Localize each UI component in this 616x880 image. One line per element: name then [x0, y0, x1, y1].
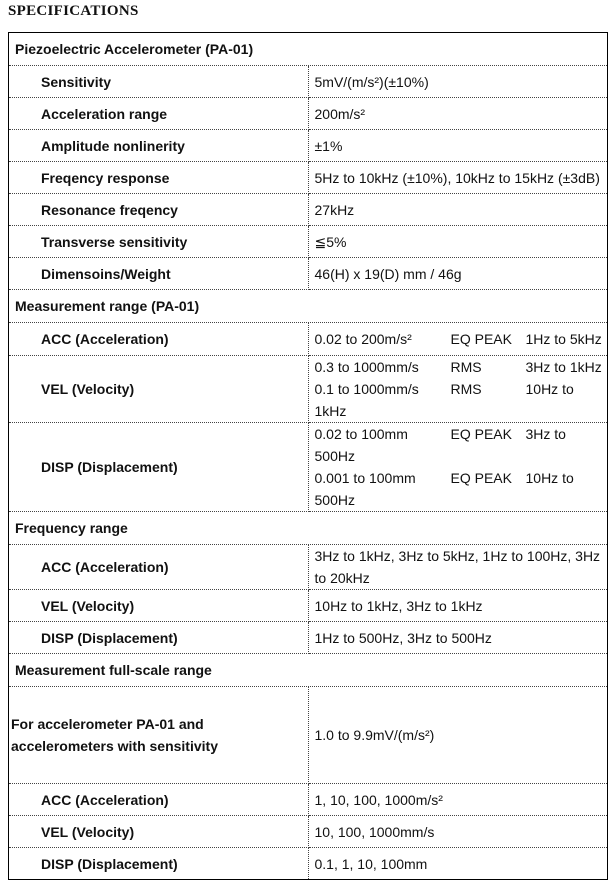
value-part: 0.02 to 200m/s²: [314, 331, 412, 347]
spec-label: For accelerometer PA-01 and acceleromete…: [8, 686, 309, 784]
section-row: Measurement range (PA-01): [8, 289, 608, 323]
value-part: RMS: [450, 381, 482, 397]
value-line: 0.02 to 200m/s² EQ PEAK 1Hz to 5kHz: [315, 328, 608, 350]
spec-value: ±1%: [307, 129, 608, 162]
section-row: Measurement full-scale range: [8, 653, 608, 687]
spec-value: 1.0 to 9.9mV/(m/s²): [307, 686, 608, 784]
spec-value: 200m/s²: [307, 97, 608, 130]
spec-label: Freqency response: [8, 161, 309, 194]
spec-label: Transverse sensitivity: [8, 225, 309, 258]
spec-value: 5Hz to 10kHz (±10%), 10kHz to 15kHz (±3d…: [307, 161, 608, 194]
spec-row: Resonance freqency 27kHz: [8, 193, 608, 226]
value-line: 0.3 to 1000mm/s RMS 3Hz to 1kHz: [315, 356, 608, 378]
value-part: 3Hz to 1kHz: [525, 359, 602, 375]
spec-value: 0.3 to 1000mm/s RMS 3Hz to 1kHz 0.1 to 1000…: [307, 355, 608, 423]
spec-label: VEL (Velocity): [8, 589, 309, 622]
spec-row: VEL (Velocity) 10Hz to 1kHz, 3Hz to 1kHz: [8, 589, 608, 622]
spec-value: ≦5%: [307, 225, 608, 258]
value-line: 0.1 to 1000mm/s RMS 10Hz to 1kHz: [315, 378, 608, 422]
spec-row: Dimensoins/Weight 46(H) x 19(D) mm / 46g: [8, 257, 608, 290]
spec-row: Acceleration range 200m/s²: [8, 97, 608, 130]
value-part: 0.3 to 1000mm/s: [314, 359, 419, 375]
spec-row: DISP (Displacement) 0.02 to 100mm EQ PEAK 3…: [8, 422, 608, 512]
value-part: 0.001 to 100mm: [314, 470, 416, 486]
section-title: Piezoelectric Accelerometer (PA-01): [8, 32, 608, 66]
spec-value: 27kHz: [307, 193, 608, 226]
spec-label: Amplitude nonlinerity: [8, 129, 309, 162]
spec-label: ACC (Acceleration): [8, 322, 309, 356]
spec-row: DISP (Displacement) 0.1, 1, 10, 100mm: [8, 847, 608, 880]
section-row: Frequency range: [8, 511, 608, 545]
section-title: Measurement full-scale range: [8, 653, 608, 687]
spec-row: Freqency response 5Hz to 10kHz (±10%), 10…: [8, 161, 608, 194]
spec-row: Sensitivity 5mV/(m/s²)(±10%): [8, 65, 608, 98]
spec-label: VEL (Velocity): [8, 355, 309, 423]
spec-value: 46(H) x 19(D) mm / 46g: [307, 257, 608, 290]
spec-table: Piezoelectric Accelerometer (PA-01) Sensi…: [8, 32, 608, 880]
spec-value: 0.1, 1, 10, 100mm: [307, 847, 608, 880]
value-part: 3Hz to 500Hz: [314, 426, 566, 464]
value-line: 0.02 to 100mm EQ PEAK 3Hz to 500Hz: [315, 423, 608, 467]
spec-label: VEL (Velocity): [8, 815, 309, 848]
spec-value: 10, 100, 1000mm/s: [307, 815, 608, 848]
value-part: RMS: [450, 359, 482, 375]
spec-value: 0.02 to 100mm EQ PEAK 3Hz to 500Hz 0.001 to…: [307, 422, 608, 512]
value-part: 0.1 to 1000mm/s: [314, 381, 419, 397]
page: SPECIFICATIONS Piezoelectric Acceleromet…: [8, 3, 608, 880]
spec-value: 3Hz to 1kHz, 3Hz to 5kHz, 1Hz to 100Hz, …: [307, 544, 608, 590]
spec-row: DISP (Displacement) 1Hz to 500Hz, 3Hz to …: [8, 621, 608, 654]
spec-row: VEL (Velocity) 10, 100, 1000mm/s: [8, 815, 608, 848]
spec-value: 10Hz to 1kHz, 3Hz to 1kHz: [307, 589, 608, 622]
section-title: Frequency range: [8, 511, 608, 545]
value-part: 0.02 to 100mm: [314, 426, 408, 442]
spec-label: ACC (Acceleration): [8, 544, 309, 590]
page-title: SPECIFICATIONS: [8, 3, 139, 19]
spec-row: For accelerometer PA-01 and acceleromete…: [8, 686, 608, 784]
spec-value: 1Hz to 500Hz, 3Hz to 500Hz: [307, 621, 608, 654]
spec-row: ACC (Acceleration) 0.02 to 200m/s² EQ PEAK…: [8, 322, 608, 356]
value-part: 10Hz to 500Hz: [314, 470, 574, 508]
spec-row: Transverse sensitivity ≦5%: [8, 225, 608, 258]
spec-label: Resonance freqency: [8, 193, 309, 226]
spec-label: DISP (Displacement): [8, 847, 309, 880]
spec-label: ACC (Acceleration): [8, 783, 309, 816]
spec-row: ACC (Acceleration) 3Hz to 1kHz, 3Hz to 5k…: [8, 544, 608, 590]
spec-label: Sensitivity: [8, 65, 309, 98]
spec-label: DISP (Displacement): [8, 422, 309, 512]
section-title: Measurement range (PA-01): [8, 289, 608, 323]
value-part: EQ PEAK: [450, 426, 512, 442]
value-part: 10Hz to 1kHz: [314, 381, 574, 419]
spec-value: 5mV/(m/s²)(±10%): [307, 65, 608, 98]
spec-row: ACC (Acceleration) 1, 10, 100, 1000m/s²: [8, 783, 608, 816]
value-part: EQ PEAK: [450, 331, 512, 347]
section-row: Piezoelectric Accelerometer (PA-01): [8, 32, 608, 66]
value-part: 1Hz to 5kHz: [525, 331, 602, 347]
spec-value: 0.02 to 200m/s² EQ PEAK 1Hz to 5kHz: [307, 322, 608, 356]
value-part: EQ PEAK: [450, 470, 512, 486]
spec-label: DISP (Displacement): [8, 621, 309, 654]
spec-label: Acceleration range: [8, 97, 309, 130]
spec-value: 1, 10, 100, 1000m/s²: [307, 783, 608, 816]
value-line: 0.001 to 100mm EQ PEAK 10Hz to 500Hz: [315, 467, 608, 511]
spec-row: Amplitude nonlinerity ±1%: [8, 129, 608, 162]
spec-label: Dimensoins/Weight: [8, 257, 309, 290]
spec-row: VEL (Velocity) 0.3 to 1000mm/s RMS 3Hz to 1…: [8, 355, 608, 423]
